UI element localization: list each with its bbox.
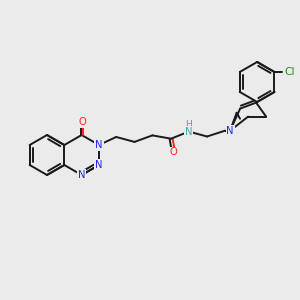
- Text: H: H: [185, 120, 192, 129]
- Text: O: O: [78, 117, 86, 127]
- Text: N: N: [185, 127, 193, 136]
- Text: N: N: [78, 170, 85, 180]
- Text: N: N: [95, 140, 103, 150]
- Text: N: N: [226, 126, 234, 136]
- Text: N: N: [95, 160, 103, 170]
- Text: O: O: [170, 148, 178, 158]
- Text: Cl: Cl: [284, 67, 295, 77]
